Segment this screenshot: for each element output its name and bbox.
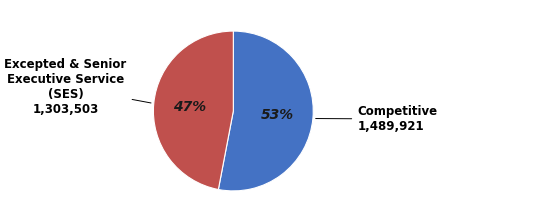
Text: 47%: 47% xyxy=(173,100,206,114)
Text: 53%: 53% xyxy=(261,108,294,122)
Wedge shape xyxy=(219,31,313,191)
Text: Competitive
1,489,921: Competitive 1,489,921 xyxy=(316,105,438,133)
Text: Excepted & Senior
Executive Service
(SES)
1,303,503: Excepted & Senior Executive Service (SES… xyxy=(4,58,151,116)
Wedge shape xyxy=(153,31,233,190)
